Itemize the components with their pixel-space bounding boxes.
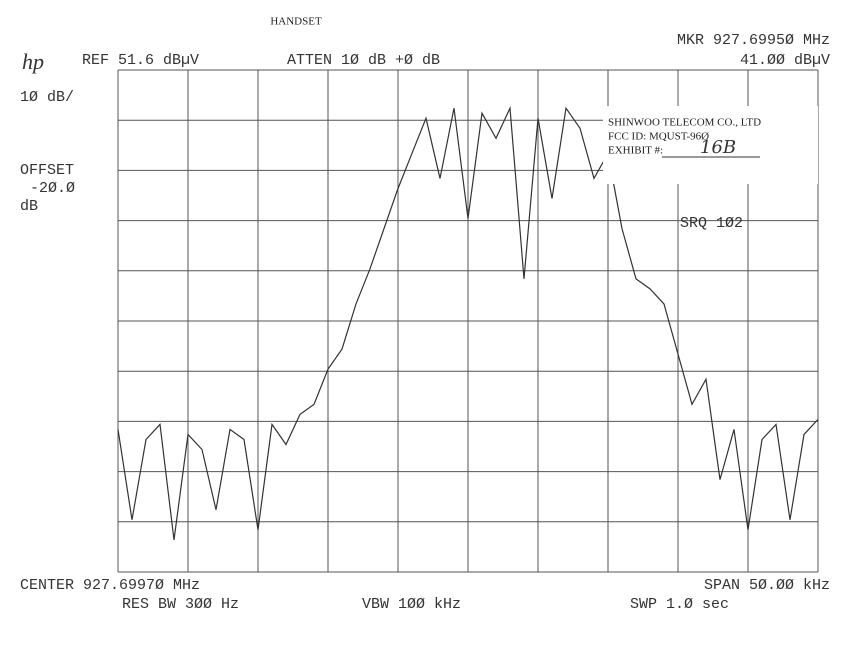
offset-label: OFFSET [20,162,74,179]
span: SPAN 5Ø.ØØ kHz [704,577,830,594]
stamp-fcc: FCC ID: MQUST-96Ø [608,131,709,143]
res-bw: RES BW 3ØØ Hz [122,596,239,613]
marker-freq: MKR 927.6995Ø MHz [677,32,830,49]
logo: hp [22,49,44,74]
scale: 1Ø dB/ [20,89,74,106]
stamp-number: 16B [700,137,736,158]
offset-value: -2Ø.Ø [30,180,75,197]
center: CENTER 927.6997Ø MHz [20,577,200,594]
sweep: SWP 1.Ø sec [630,596,729,613]
offset-unit: dB [20,198,38,215]
stamp-exhibit: EXHIBIT #: [608,145,663,157]
stamp-box [603,106,818,184]
title: HANDSET [270,16,322,28]
marker-level: 41.ØØ dBµV [740,52,830,69]
ref-level: REF 51.6 dBµV [82,52,199,69]
vbw: VBW 1ØØ kHz [362,596,461,613]
atten: ATTEN 1Ø dB +Ø dB [287,52,440,69]
srq: SRQ 1Ø2 [680,215,743,232]
stamp-company: SHINWOO TELECOM CO., LTD [608,117,761,129]
trace [117,105,819,540]
